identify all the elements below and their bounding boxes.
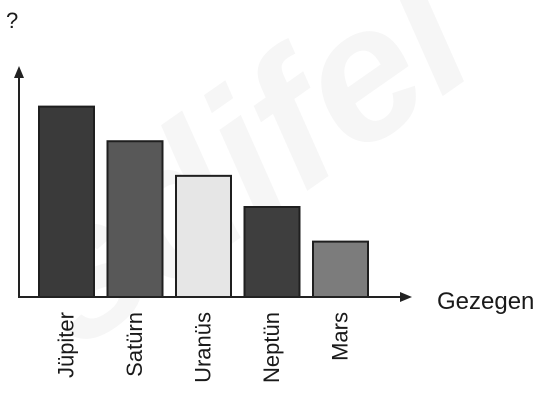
category-labels: Jüpiter Satürn Uranüs Neptün Mars	[54, 312, 353, 383]
category-label-1: Satürn	[122, 312, 147, 377]
category-label-3: Neptün	[259, 312, 284, 383]
x-axis-label: Gezegen	[437, 288, 534, 315]
x-axis-arrow-icon	[400, 292, 412, 302]
axes	[14, 66, 412, 302]
category-label-0: Jüpiter	[54, 312, 79, 378]
y-axis-arrow-icon	[14, 66, 24, 78]
category-label-2: Uranüs	[191, 312, 216, 383]
bar-1	[106, 140, 164, 298]
bar-3	[243, 206, 301, 298]
bar-2	[175, 174, 232, 299]
bars-group	[38, 105, 369, 299]
bar-0	[38, 105, 95, 298]
question-mark: ?	[6, 8, 18, 33]
category-label-4: Mars	[328, 312, 353, 361]
bar-4	[312, 240, 369, 299]
